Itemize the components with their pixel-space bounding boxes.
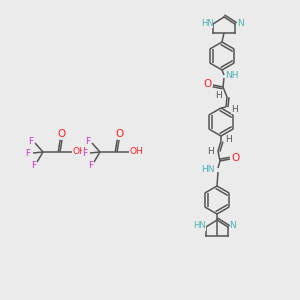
Text: F: F: [82, 148, 88, 158]
Text: HN: HN: [201, 19, 213, 28]
Text: F: F: [85, 136, 91, 146]
Text: O: O: [231, 153, 239, 163]
Text: N: N: [230, 221, 236, 230]
Text: O: O: [115, 129, 123, 139]
Text: H: H: [216, 91, 222, 100]
Text: OH: OH: [129, 148, 143, 157]
Text: H: H: [226, 136, 232, 145]
Text: F: F: [32, 160, 37, 169]
Text: HN: HN: [194, 221, 206, 230]
Text: OH: OH: [72, 148, 86, 157]
Text: H: H: [207, 148, 213, 157]
Text: NH: NH: [225, 71, 239, 80]
Text: O: O: [58, 129, 66, 139]
Text: HN: HN: [201, 166, 215, 175]
Text: O: O: [204, 79, 212, 89]
Text: F: F: [88, 160, 94, 169]
Text: F: F: [26, 148, 31, 158]
Text: F: F: [28, 136, 34, 146]
Text: N: N: [237, 19, 243, 28]
Text: H: H: [231, 104, 237, 113]
